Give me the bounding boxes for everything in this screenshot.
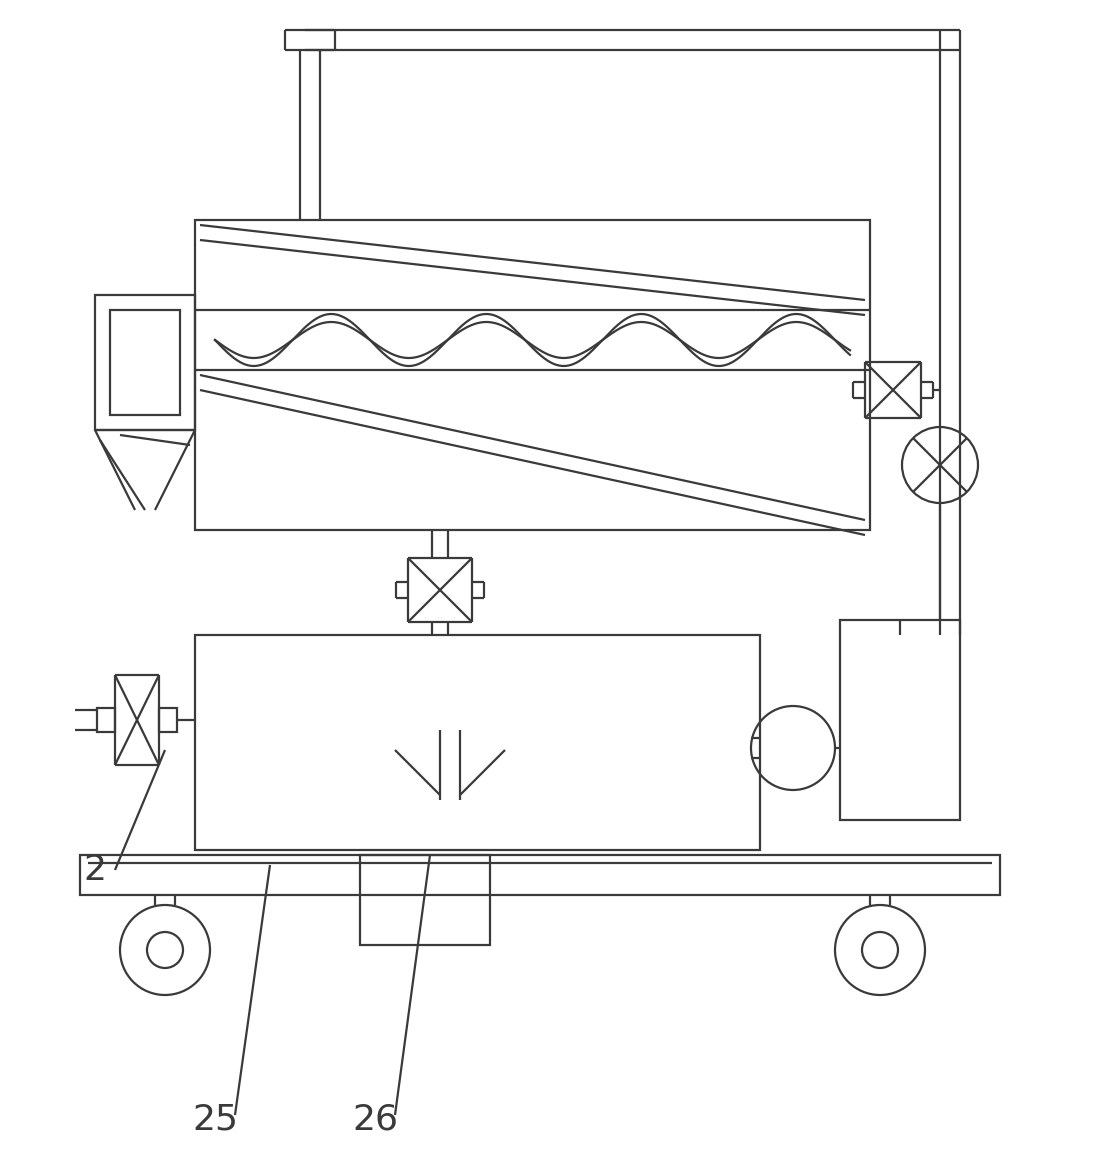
Text: 26: 26 bbox=[352, 1103, 398, 1137]
Bar bbox=[80, 856, 1000, 895]
Text: 25: 25 bbox=[192, 1103, 238, 1137]
Bar bbox=[360, 856, 490, 945]
Bar bbox=[195, 636, 760, 850]
Bar bbox=[95, 294, 195, 430]
Bar bbox=[840, 620, 960, 819]
Bar bbox=[159, 708, 177, 732]
Bar bbox=[110, 310, 180, 416]
Bar bbox=[195, 220, 870, 530]
Bar bbox=[97, 708, 115, 732]
Text: 2: 2 bbox=[83, 853, 106, 887]
